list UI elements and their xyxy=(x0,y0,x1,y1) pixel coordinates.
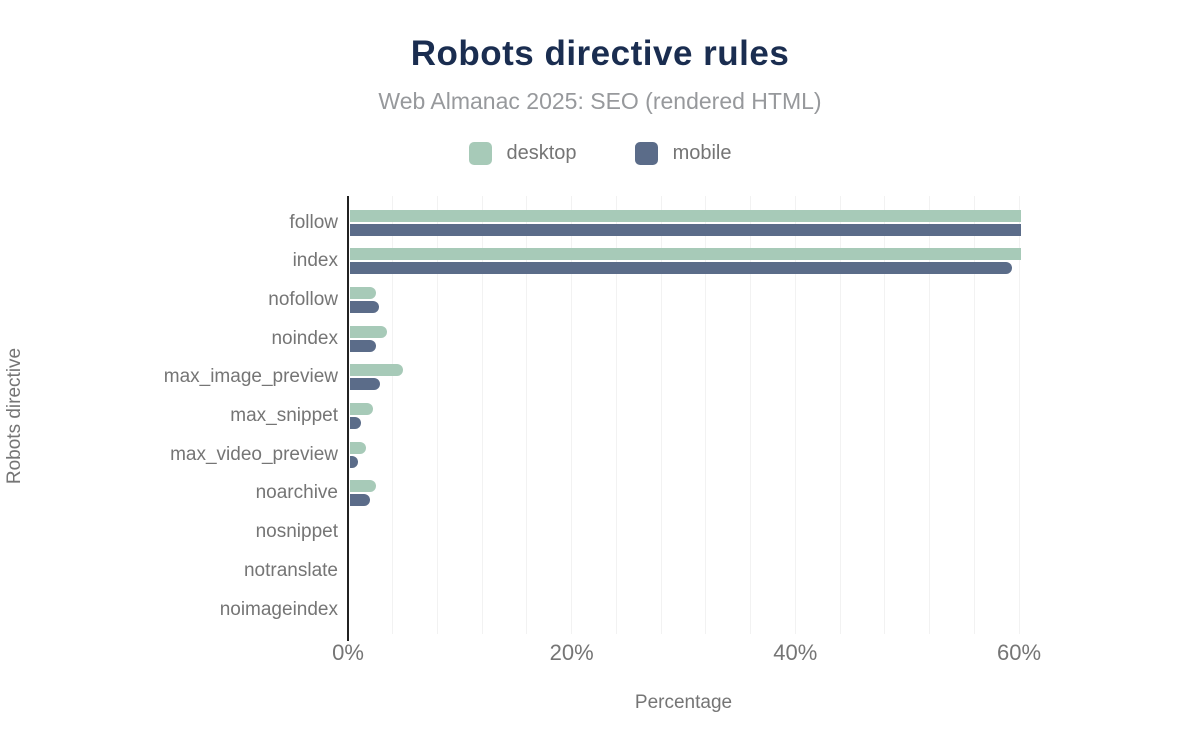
y-axis-label-max_video_preview: max_video_preview xyxy=(170,443,338,465)
gridline-24pct xyxy=(615,196,617,634)
gridline-44pct xyxy=(839,196,841,634)
legend-item-desktop[interactable]: desktop xyxy=(468,142,577,165)
y-axis-label-nosnippet: nosnippet xyxy=(255,521,338,543)
gridline-60pct xyxy=(1018,196,1020,634)
gridline-40pct xyxy=(794,196,796,634)
bar-nofollow-desktop[interactable] xyxy=(350,286,376,299)
bar-max_image_preview-desktop[interactable] xyxy=(350,364,403,377)
y-axis-line xyxy=(347,196,349,641)
gridline-56pct xyxy=(973,196,975,634)
gridline-32pct xyxy=(705,196,707,634)
gridline-20pct xyxy=(571,196,573,634)
gridline-52pct xyxy=(929,196,931,634)
y-axis-label-noimageindex: noimageindex xyxy=(219,598,338,620)
legend-label: desktop xyxy=(506,142,577,164)
gridline-8pct xyxy=(436,196,438,634)
x-axis-title: Percentage xyxy=(634,692,733,713)
y-axis-title: Robots directive xyxy=(4,347,25,485)
bar-follow-desktop[interactable] xyxy=(350,209,1021,222)
bar-nofollow-mobile[interactable] xyxy=(350,300,380,313)
chart-title: Robots directive rules xyxy=(410,34,790,73)
y-axis-label-max_snippet: max_snippet xyxy=(230,405,338,426)
legend: desktop mobile xyxy=(0,142,1200,165)
y-axis-label-max_image_preview: max_image_preview xyxy=(163,366,338,388)
y-axis-label-notranslate: notranslate xyxy=(243,559,338,581)
y-axis-label-noarchive: noarchive xyxy=(255,482,338,504)
legend-swatch-desktop xyxy=(468,142,492,165)
y-axis-label-index: index xyxy=(292,250,338,272)
bar-noindex-desktop[interactable] xyxy=(350,325,387,338)
bar-noarchive-desktop[interactable] xyxy=(350,480,376,493)
x-axis-label-0%: 0% xyxy=(332,640,364,665)
y-axis-label-follow: follow xyxy=(289,211,338,233)
bar-index-mobile[interactable] xyxy=(350,262,1013,275)
legend-item-mobile[interactable]: mobile xyxy=(634,142,732,165)
x-axis-label-60%: 60% xyxy=(996,640,1042,665)
bar-noindex-mobile[interactable] xyxy=(350,339,376,352)
x-axis-label-20%: 20% xyxy=(549,640,594,665)
bar-noarchive-mobile[interactable] xyxy=(350,494,371,507)
gridline-4pct xyxy=(392,196,394,634)
gridline-28pct xyxy=(660,196,662,634)
gridline-36pct xyxy=(750,196,752,634)
gridline-12pct xyxy=(481,196,483,634)
chart-subtitle: Web Almanac 2025: SEO (rendered HTML) xyxy=(378,88,822,114)
x-axis-label-40%: 40% xyxy=(773,640,818,665)
plot-area xyxy=(347,196,1021,641)
bar-index-desktop[interactable] xyxy=(350,248,1021,261)
gridline-16pct xyxy=(526,196,528,634)
bar-max_image_preview-mobile[interactable] xyxy=(350,378,381,391)
legend-swatch-mobile xyxy=(634,142,658,165)
y-axis-label-noindex: noindex xyxy=(271,327,338,349)
bar-follow-mobile[interactable] xyxy=(350,223,1021,236)
bar-max_snippet-desktop[interactable] xyxy=(350,403,374,415)
bar-max_video_preview-mobile[interactable] xyxy=(350,455,358,468)
y-axis-label-nofollow: nofollow xyxy=(268,288,338,310)
legend-label: mobile xyxy=(672,142,732,164)
bar-max_video_preview-desktop[interactable] xyxy=(350,441,366,454)
gridline-48pct xyxy=(884,196,886,634)
bar-max_snippet-mobile[interactable] xyxy=(350,417,362,429)
